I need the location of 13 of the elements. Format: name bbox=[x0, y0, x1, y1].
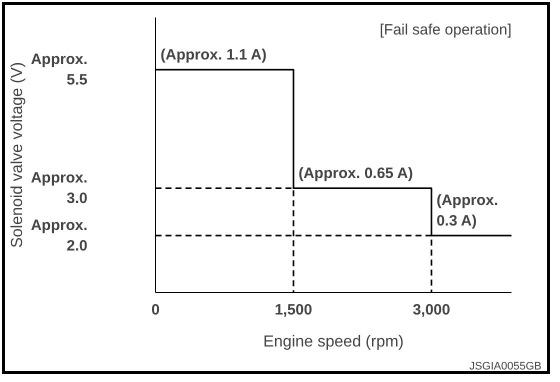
y-tick-label: Approx. 5.5 bbox=[30, 50, 88, 88]
y-tick-label: Approx. 3.0 bbox=[30, 169, 88, 207]
y-tick-label: Approx. 2.0 bbox=[30, 216, 88, 254]
annotation: (Approx. 1.1 A) bbox=[160, 46, 267, 64]
x-axis-title: Engine speed (rpm) bbox=[263, 334, 404, 350]
x-tick-label: 0 bbox=[151, 302, 160, 318]
text: JSGIA0055GB bbox=[469, 360, 542, 372]
annotation: (Approx. 0.65 A) bbox=[298, 165, 413, 182]
x-tick-label: 1,500 bbox=[274, 302, 312, 318]
annotation: (Approx. 0.3 A) bbox=[436, 192, 498, 230]
x-tick-label: 3,000 bbox=[412, 302, 450, 318]
y-axis-title: Solenoid valve voltage (V) bbox=[8, 62, 26, 248]
annotation: [Fail safe operation] bbox=[380, 22, 512, 38]
